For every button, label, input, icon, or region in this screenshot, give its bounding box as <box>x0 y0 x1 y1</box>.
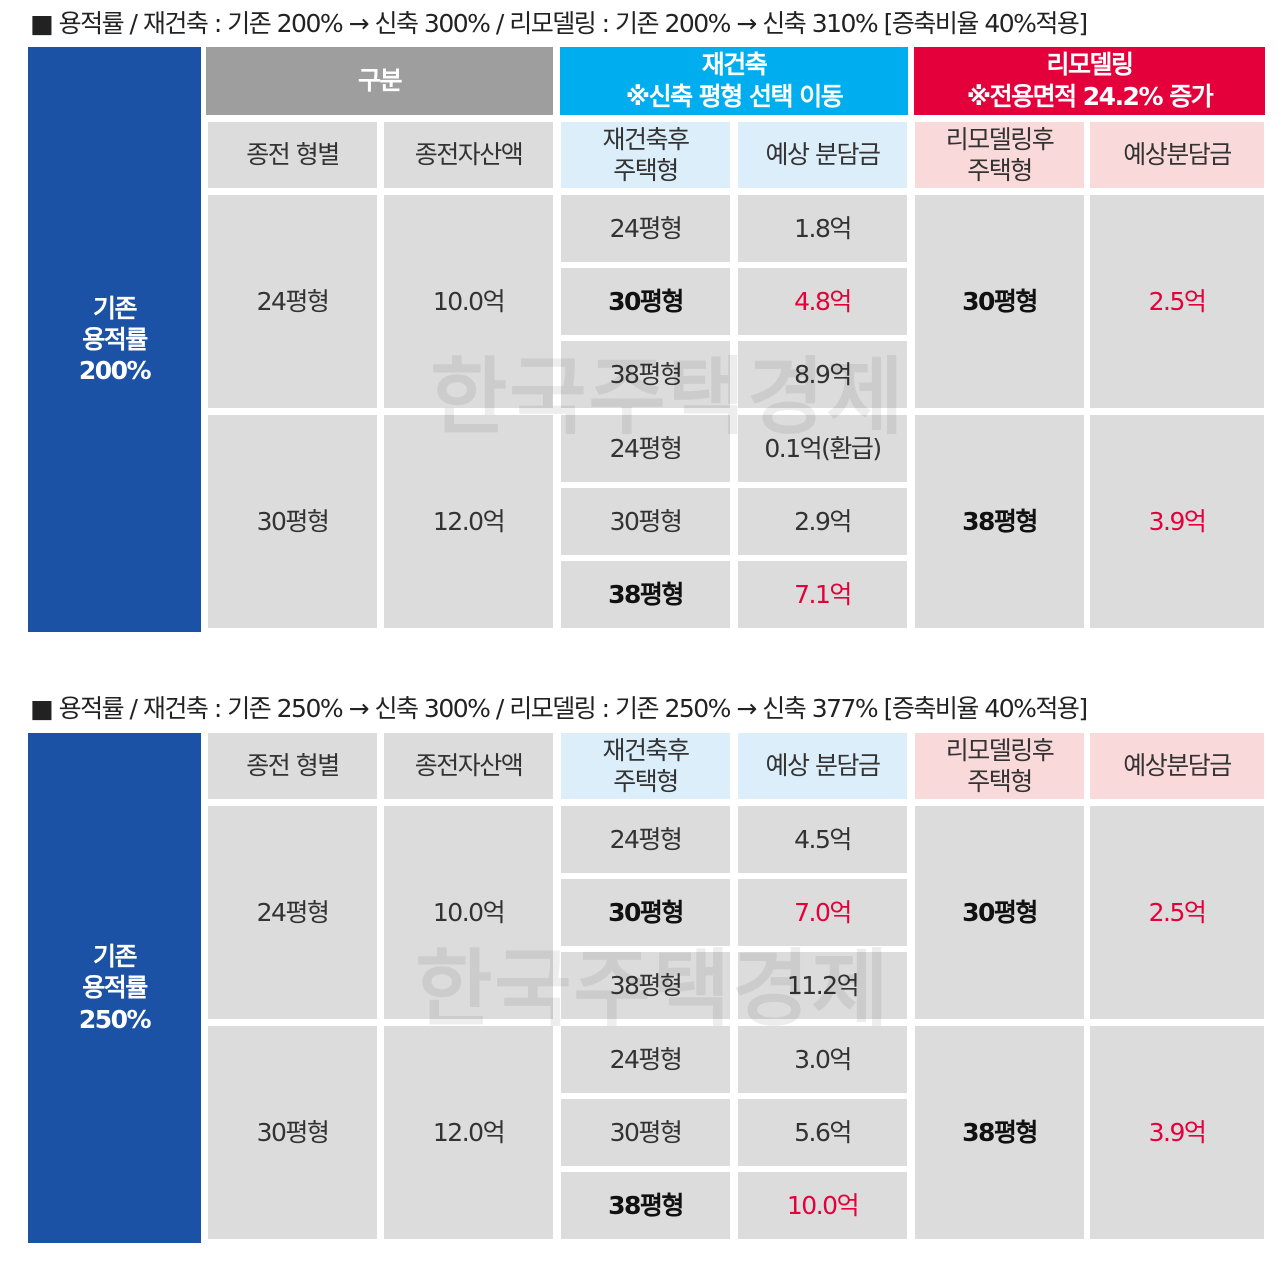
rebuild-cost: 11.2억 <box>738 952 907 1019</box>
rebuild-cost: 10.0억 <box>738 1172 907 1239</box>
remodel-type: 30평형 <box>915 806 1084 1019</box>
type-cell: 30평형 <box>208 415 377 628</box>
header-label: 리모델링 <box>1046 49 1134 79</box>
column-header: 예상분담금 <box>1090 733 1264 799</box>
remodel-type: 38평형 <box>915 1026 1084 1239</box>
remodel-cost: 2.5억 <box>1090 806 1264 1019</box>
column-header: 종전 형별 <box>208 122 377 188</box>
rebuild-type: 24평형 <box>561 806 730 873</box>
rebuild-cost: 7.0억 <box>738 879 907 946</box>
rebuild-cost: 7.1억 <box>738 561 907 628</box>
rebuild-cost: 4.8억 <box>738 268 907 335</box>
header-note: ※신축 평형 선택 이동 <box>625 82 844 111</box>
type-cell: 24평형 <box>208 195 377 408</box>
section-title: ■ 용적률 / 재건축 : 기존 200% → 신축 300% / 리모델링 :… <box>30 9 1088 38</box>
header-group: 구분 <box>206 47 553 115</box>
column-header: 예상 분담금 <box>738 733 907 799</box>
rebuild-type: 30평형 <box>561 879 730 946</box>
column-header: 종전 형별 <box>208 733 377 799</box>
column-header: 리모델링후 주택형 <box>915 733 1084 799</box>
header-group: 리모델링 ※전용면적 24.2% 증가 <box>914 47 1265 115</box>
rebuild-type: 24평형 <box>561 415 730 482</box>
column-header: 재건축후 주택형 <box>561 122 730 188</box>
column-header: 종전자산액 <box>384 733 553 799</box>
asset-cell: 12.0억 <box>384 415 553 628</box>
rebuild-cost: 0.1억(환급) <box>738 415 907 482</box>
header-group: 재건축 ※신축 평형 선택 이동 <box>560 47 908 115</box>
rebuild-type: 38평형 <box>561 341 730 408</box>
column-header: 리모델링후 주택형 <box>915 122 1084 188</box>
side-label: 기존 용적률 250% <box>28 733 201 1243</box>
asset-cell: 10.0억 <box>384 806 553 1019</box>
remodel-type: 38평형 <box>915 415 1084 628</box>
header-label: 재건축 <box>701 49 768 79</box>
rebuild-cost: 1.8억 <box>738 195 907 262</box>
section-title: ■ 용적률 / 재건축 : 기존 250% → 신축 300% / 리모델링 :… <box>30 694 1088 723</box>
remodel-cost: 3.9억 <box>1090 415 1264 628</box>
rebuild-cost: 8.9억 <box>738 341 907 408</box>
column-header: 종전자산액 <box>384 122 553 188</box>
rebuild-type: 30평형 <box>561 488 730 555</box>
asset-cell: 10.0억 <box>384 195 553 408</box>
rebuild-type: 38평형 <box>561 952 730 1019</box>
rebuild-type: 38평형 <box>561 1172 730 1239</box>
rebuild-cost: 4.5억 <box>738 806 907 873</box>
column-header: 예상분담금 <box>1090 122 1264 188</box>
header-label: 구분 <box>357 65 403 95</box>
rebuild-type: 24평형 <box>561 195 730 262</box>
rebuild-type: 38평형 <box>561 561 730 628</box>
header-note: ※전용면적 24.2% 증가 <box>966 82 1214 111</box>
rebuild-cost: 3.0억 <box>738 1026 907 1093</box>
side-label: 기존 용적률 200% <box>28 47 201 632</box>
rebuild-type: 30평형 <box>561 1099 730 1166</box>
column-header: 예상 분담금 <box>738 122 907 188</box>
remodel-type: 30평형 <box>915 195 1084 408</box>
type-cell: 24평형 <box>208 806 377 1019</box>
column-header: 재건축후 주택형 <box>561 733 730 799</box>
remodel-cost: 3.9억 <box>1090 1026 1264 1239</box>
rebuild-type: 30평형 <box>561 268 730 335</box>
remodel-cost: 2.5억 <box>1090 195 1264 408</box>
rebuild-type: 24평형 <box>561 1026 730 1093</box>
type-cell: 30평형 <box>208 1026 377 1239</box>
rebuild-cost: 2.9억 <box>738 488 907 555</box>
asset-cell: 12.0억 <box>384 1026 553 1239</box>
rebuild-cost: 5.6억 <box>738 1099 907 1166</box>
